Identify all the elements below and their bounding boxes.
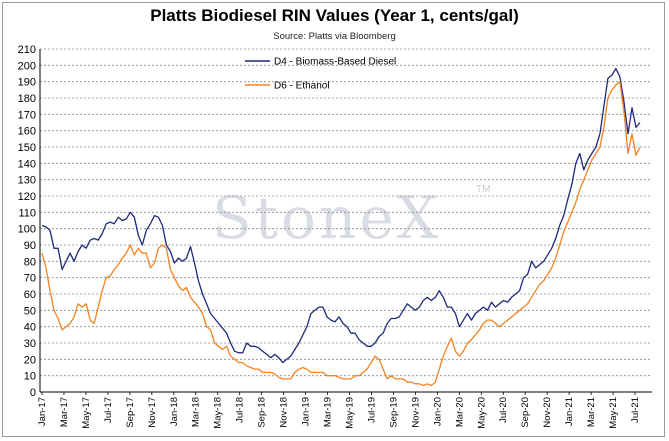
y-tick-label: 210 [18, 44, 36, 56]
x-tick-label: Nov-17 [147, 397, 158, 428]
x-tick-label: Jan-17 [37, 397, 48, 426]
x-tick-label: Mar-21 [586, 397, 597, 427]
x-tick-label: Jul-21 [630, 397, 641, 423]
axes [39, 49, 652, 393]
y-tick-label: 20 [24, 354, 36, 366]
y-tick-label: 60 [24, 289, 36, 301]
x-tick-label: Jul-17 [103, 397, 114, 423]
y-tick-label: 190 [18, 77, 36, 89]
x-tick-label: Jan-21 [564, 397, 575, 426]
x-tick-label: Sep-17 [125, 397, 136, 428]
y-tick-label: 150 [18, 142, 36, 154]
x-tick-label: Jan-20 [432, 397, 443, 426]
x-tick-label: Nov-19 [410, 397, 421, 428]
gridlines [40, 48, 652, 377]
x-tick-label: May-19 [344, 397, 355, 429]
y-tick-label: 130 [18, 175, 36, 187]
y-tick-label: 90 [24, 240, 36, 252]
x-tick-label: Jan-19 [301, 397, 312, 426]
watermark-tm: TM [476, 184, 490, 195]
y-tick-label: 50 [24, 305, 36, 317]
watermark: StoneX TM [212, 184, 490, 252]
y-tick-label: 140 [18, 158, 36, 170]
legend-label-0: D4 - Biomass-Based Diesel [274, 57, 396, 68]
x-tick-label: Jul-18 [235, 397, 246, 423]
x-axis-ticks: Jan-17 Mar-17 May-17 Jul-17 Sep-17 Nov-17 Jan-… [37, 392, 641, 429]
legend-label-1: D6 - Ethanol [274, 81, 330, 92]
y-tick-label: 40 [24, 322, 36, 334]
x-tick-label: Nov-20 [542, 397, 553, 428]
y-tick-label: 180 [18, 93, 36, 105]
x-tick-label: May-18 [213, 397, 224, 429]
x-tick-label: Nov-18 [279, 397, 290, 428]
y-tick-label: 80 [24, 256, 36, 268]
y-tick-label: 160 [18, 126, 36, 138]
x-tick-label: Sep-20 [520, 397, 531, 428]
y-tick-label: 120 [18, 191, 36, 203]
series-line-0 [41, 67, 641, 364]
y-tick-label: 170 [18, 109, 36, 121]
x-tick-label: Jan-18 [169, 397, 180, 426]
y-tick-label: 70 [24, 273, 36, 285]
x-tick-label: Sep-19 [388, 397, 399, 428]
legend: D4 - Biomass-Based Diesel D6 - Ethanol [245, 57, 396, 92]
y-axis-ticks: 0 10 20 30 40 50 60 70 80 90 100 110 120 130 140 150 160… [18, 44, 36, 399]
x-tick-label: May-21 [608, 397, 619, 429]
chart-subtitle: Source: Platts via Bloomberg [273, 31, 396, 42]
watermark-text: StoneX [212, 184, 441, 252]
y-tick-label: 0 [30, 387, 36, 399]
x-tick-label: Mar-18 [191, 397, 202, 427]
series-line-1 [41, 81, 641, 387]
y-tick-label: 110 [18, 207, 36, 219]
x-tick-label: Mar-19 [323, 397, 334, 427]
series-lines [41, 67, 641, 387]
chart-frame [2, 2, 665, 437]
x-tick-label: Mar-20 [454, 397, 465, 427]
x-tick-label: Mar-17 [59, 397, 70, 427]
x-tick-label: Jul-20 [498, 397, 509, 423]
x-tick-label: May-17 [81, 397, 92, 429]
y-tick-label: 30 [24, 338, 36, 350]
x-tick-label: May-20 [476, 397, 487, 429]
y-tick-label: 10 [24, 371, 36, 383]
x-tick-label: Jul-19 [366, 397, 377, 423]
chart-title: Platts Biodiesel RIN Values (Year 1, cen… [150, 6, 519, 25]
x-tick-label: Sep-18 [257, 397, 268, 428]
y-tick-label: 100 [18, 224, 36, 236]
y-tick-label: 200 [18, 60, 36, 72]
